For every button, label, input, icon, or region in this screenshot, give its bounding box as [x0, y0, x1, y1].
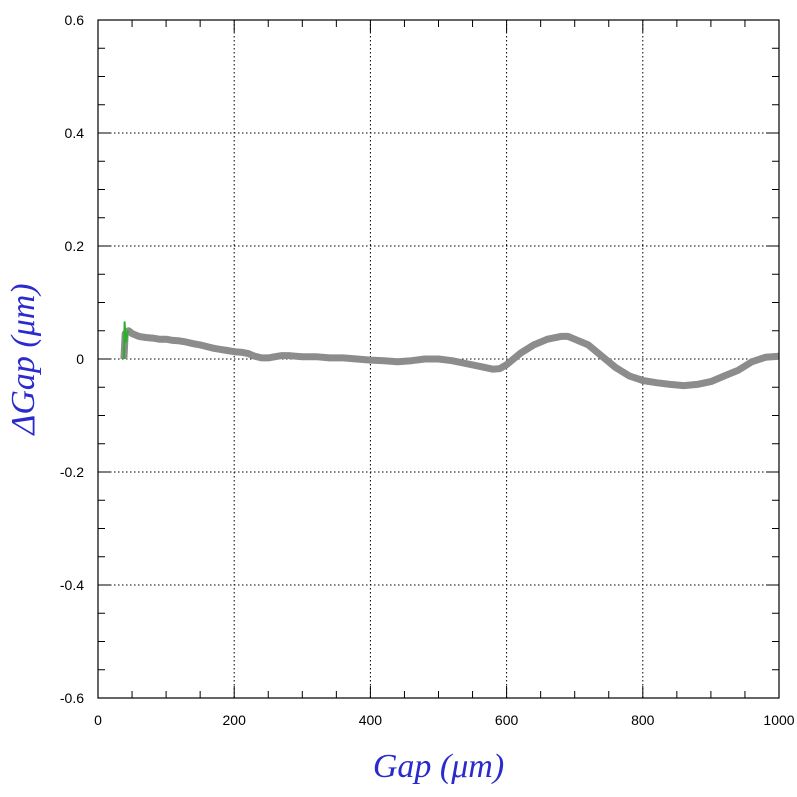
y-tick-label: -0.4 — [60, 577, 84, 593]
y-tick-label: -0.2 — [60, 464, 84, 480]
series-line — [122, 321, 129, 360]
plot-frame — [97, 19, 780, 699]
data-series — [120, 321, 780, 390]
x-tick-label: 1000 — [763, 712, 794, 728]
y-tick-label: 0.4 — [65, 125, 85, 141]
x-tick-label: 800 — [631, 712, 655, 728]
y-tick-label: 0.2 — [65, 238, 85, 254]
x-axis-label: Gap (μm) — [373, 748, 504, 785]
y-axis-label: ΔGap (μm) — [5, 283, 42, 436]
x-tick-labels: 0 200 400 600 800 1000 — [94, 712, 795, 728]
y-tick-label: 0.6 — [65, 12, 85, 28]
x-tick-label: 0 — [94, 712, 102, 728]
x-tick-label: 600 — [495, 712, 519, 728]
x-tick-label: 400 — [359, 712, 383, 728]
y-tick-label: 0 — [76, 351, 84, 367]
x-tick-label: 200 — [223, 712, 247, 728]
y-tick-labels: -0.6 -0.4 -0.2 0 0.2 0.4 0.6 — [60, 12, 84, 706]
series-line — [120, 327, 780, 390]
y-tick-label: -0.6 — [60, 690, 84, 706]
